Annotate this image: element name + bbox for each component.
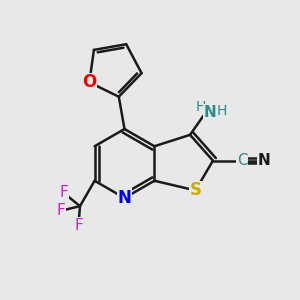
Text: N: N (257, 153, 270, 168)
Text: N: N (118, 189, 131, 207)
Text: F: F (59, 185, 68, 200)
Text: H: H (195, 100, 206, 114)
Text: N: N (204, 105, 217, 120)
Text: C: C (237, 153, 247, 168)
Text: F: F (57, 203, 66, 218)
Text: H: H (216, 104, 227, 118)
Text: S: S (190, 182, 202, 200)
Text: O: O (82, 74, 97, 92)
Text: F: F (74, 218, 83, 233)
